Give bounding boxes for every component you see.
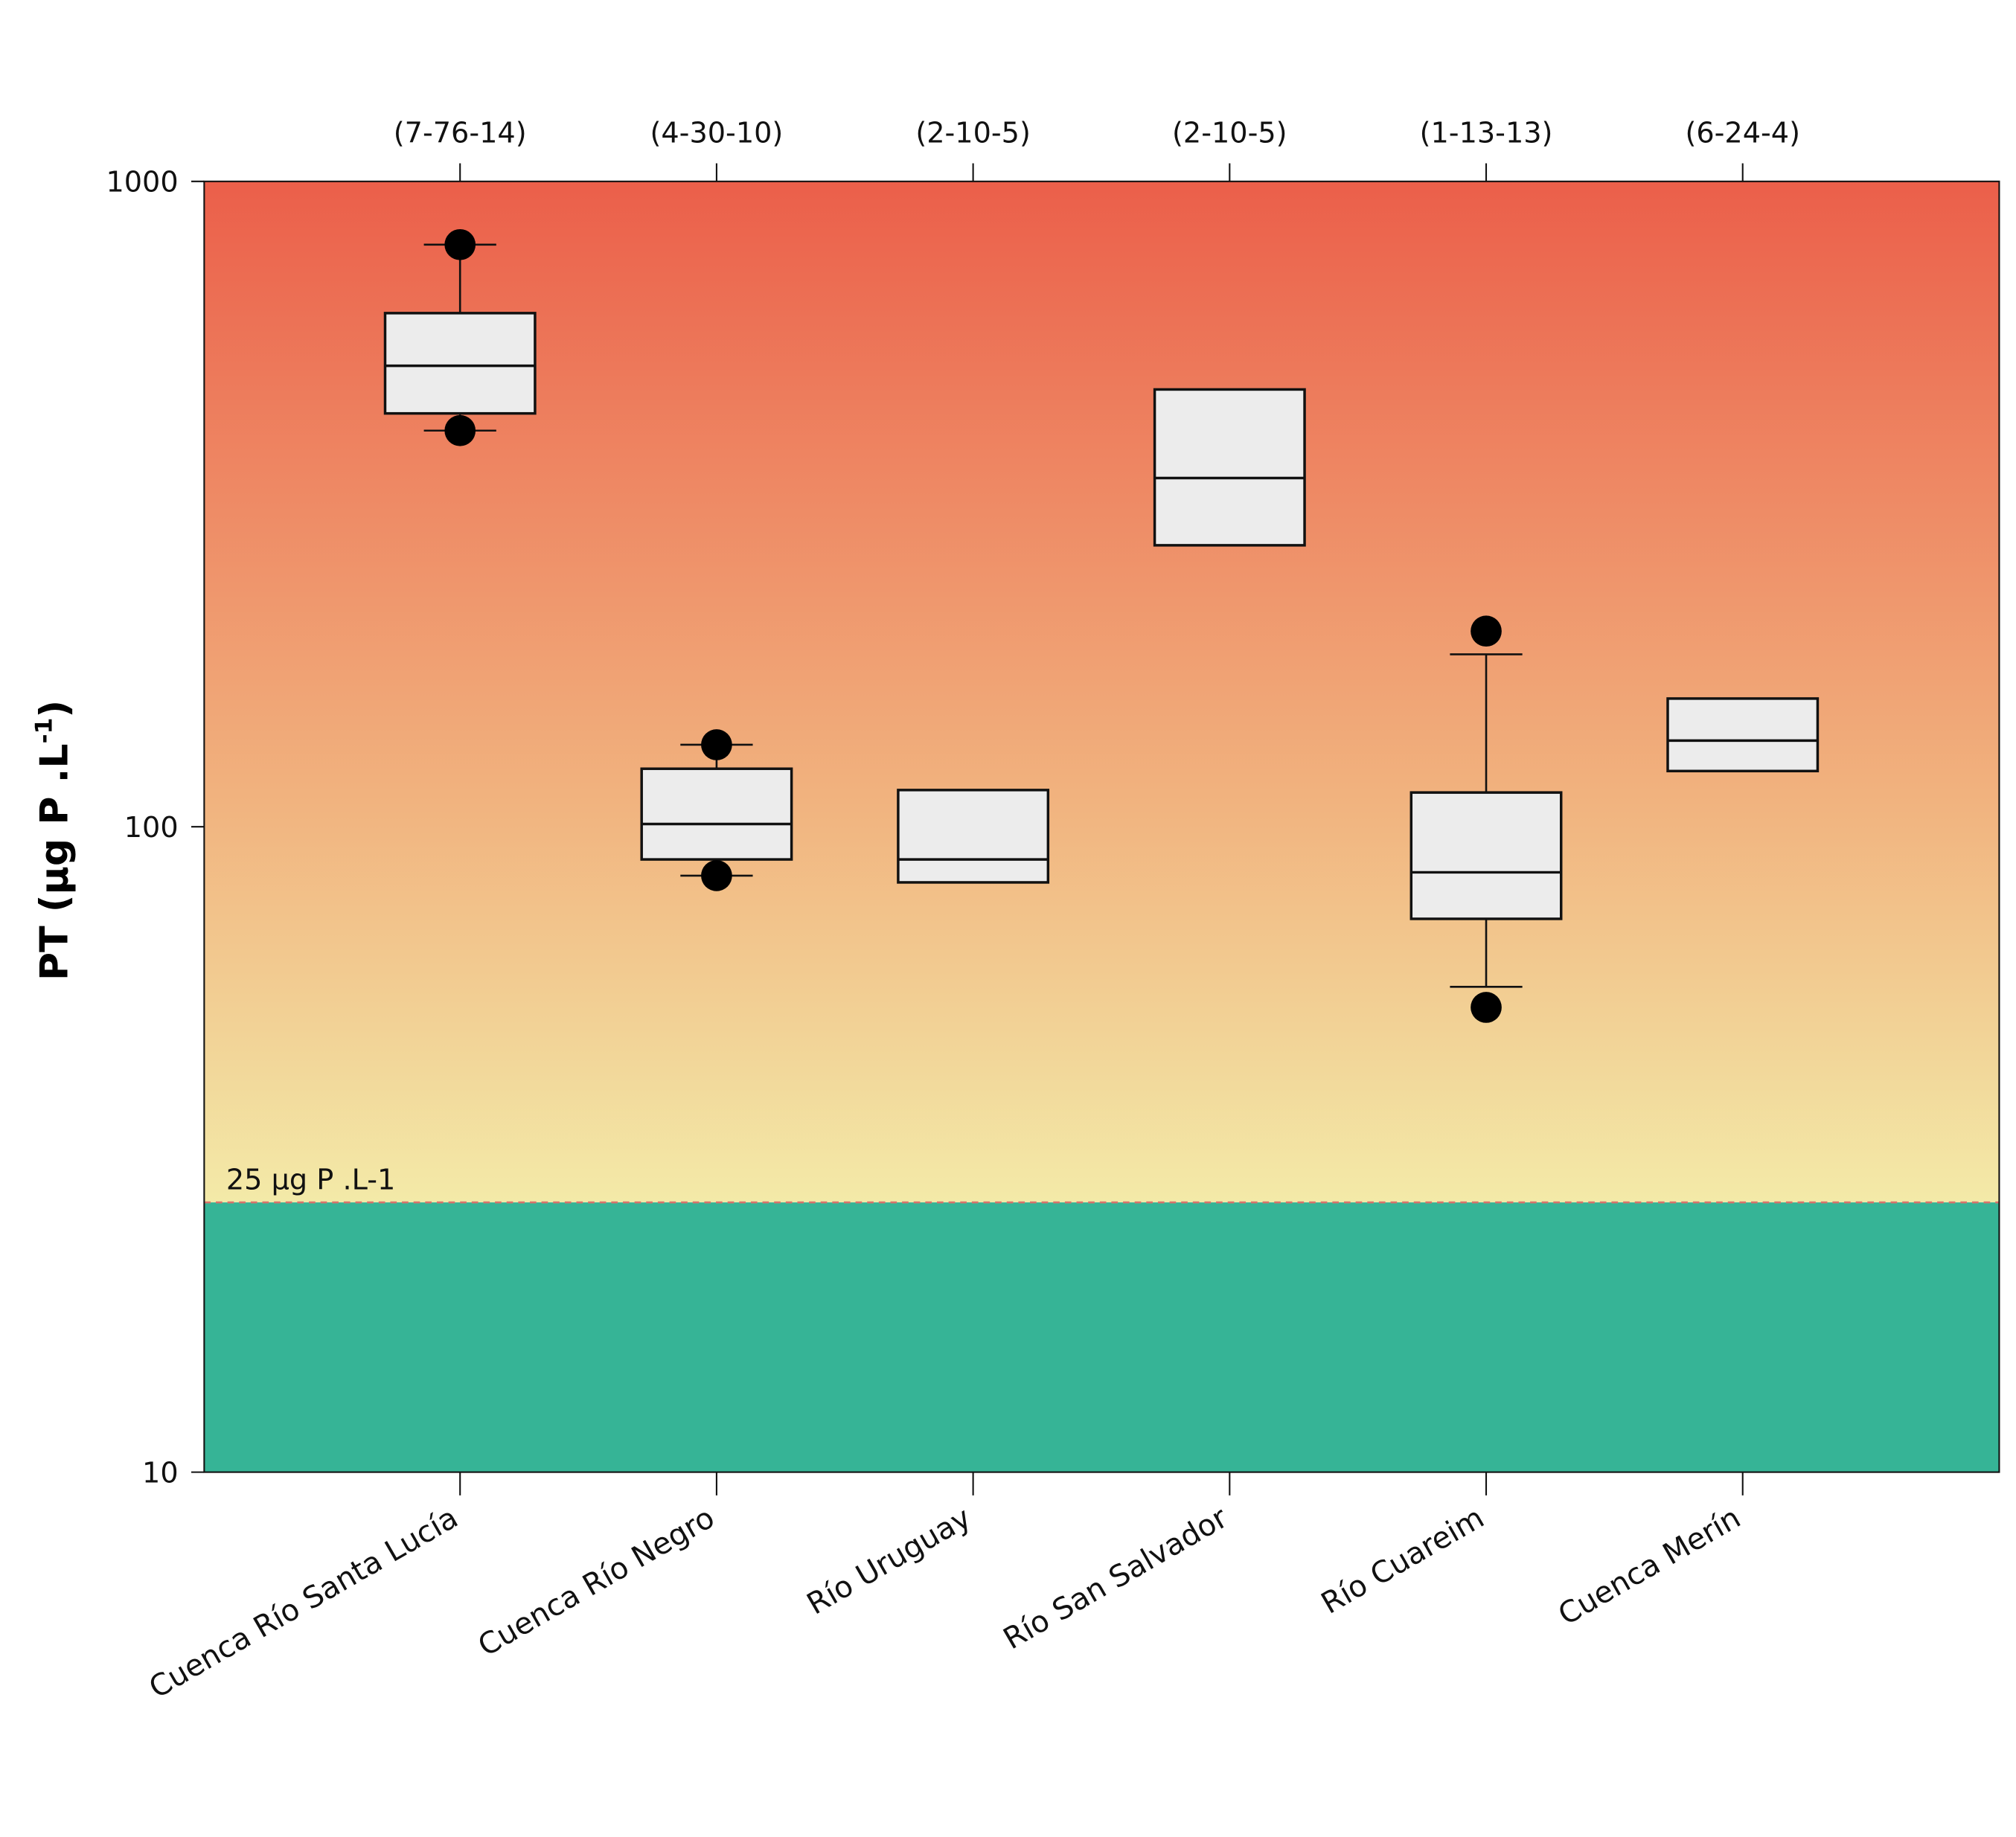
top-sample-label: (2-10-5) bbox=[1172, 118, 1287, 150]
box-iqr bbox=[1409, 791, 1563, 920]
x-tick-label: Cuenca Río Santa Lucía bbox=[144, 1501, 464, 1705]
box-iqr bbox=[640, 767, 793, 861]
outlier-point bbox=[1471, 615, 1502, 647]
top-sample-label: (2-10-5) bbox=[915, 118, 1031, 150]
y-tick-label: 10 bbox=[142, 1457, 179, 1490]
outlier-point bbox=[1471, 992, 1502, 1023]
x-tick-label: Río Uruguay bbox=[801, 1501, 977, 1622]
y-axis-label: PT (µg P .L-1) bbox=[31, 700, 77, 981]
top-sample-label: (7-76-14) bbox=[394, 118, 527, 150]
x-tick-label: Río Cuareim bbox=[1316, 1501, 1490, 1621]
outlier-point bbox=[701, 729, 732, 760]
y-tick-label: 1000 bbox=[106, 167, 178, 199]
y-axis-label-text: PT (µg P .L bbox=[32, 743, 77, 981]
y-axis-label-close: ) bbox=[32, 700, 77, 718]
box-iqr bbox=[383, 312, 537, 415]
outlier-point bbox=[444, 228, 476, 260]
box-iqr bbox=[1153, 388, 1306, 547]
x-tick-label: Cuenca Río Negro bbox=[473, 1501, 720, 1664]
box-iqr bbox=[897, 789, 1050, 884]
y-tick-label: 100 bbox=[124, 812, 179, 844]
x-tick-label: Cuenca Merín bbox=[1552, 1501, 1746, 1632]
x-tick-label: Río San Salvador bbox=[998, 1501, 1234, 1657]
plot-frame bbox=[203, 180, 2000, 1473]
top-sample-label: (6-24-4) bbox=[1685, 118, 1800, 150]
y-axis-label-superscript: -1 bbox=[31, 718, 57, 744]
below-threshold-region bbox=[204, 1202, 2000, 1472]
threshold-label: 25 µg P .L-1 bbox=[226, 1164, 395, 1197]
top-sample-label: (1-13-13) bbox=[1420, 118, 1553, 150]
top-sample-label: (4-30-10) bbox=[650, 118, 783, 150]
box-iqr bbox=[1666, 697, 1820, 773]
outlier-point bbox=[444, 414, 476, 446]
outlier-point bbox=[701, 860, 732, 891]
